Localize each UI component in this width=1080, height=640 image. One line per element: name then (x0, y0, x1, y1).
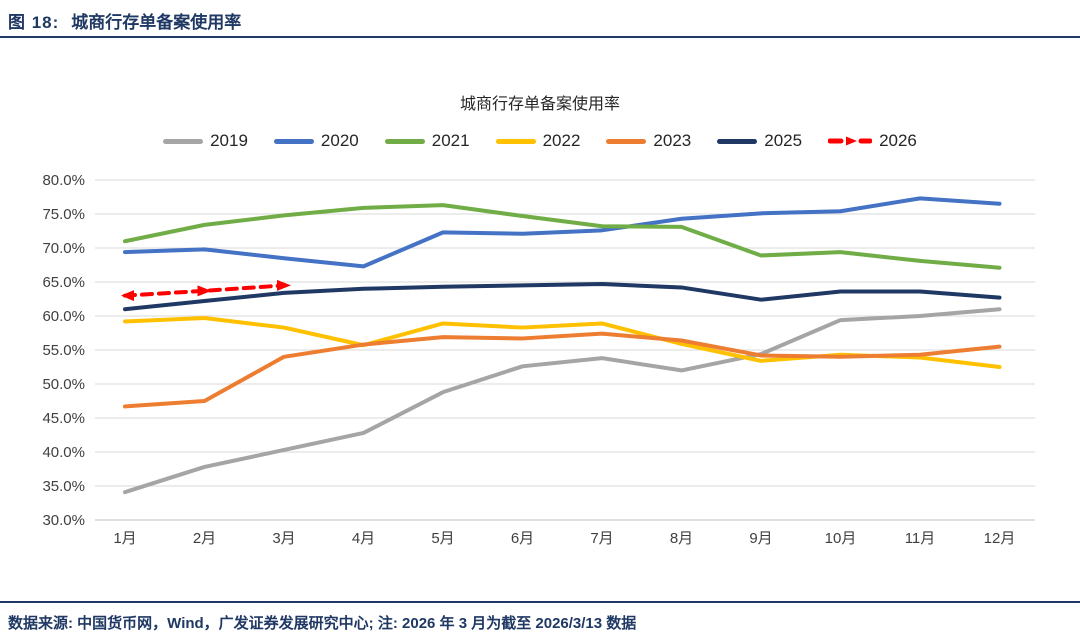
x-axis-tick: 11月 (905, 530, 936, 547)
x-axis-tick: 6月 (511, 530, 534, 547)
legend-swatch-dashed (828, 136, 873, 146)
y-axis-tick: 50.0% (42, 376, 85, 393)
legend-swatch (163, 138, 204, 144)
arrow-marker (197, 285, 212, 297)
y-axis-tick: 65.0% (42, 274, 85, 291)
chart-legend: 2019 2020 2021 2022 2023 2025 2026 (0, 131, 1080, 151)
legend-swatch (384, 138, 425, 144)
legend-swatch (273, 138, 314, 144)
legend-swatch (606, 138, 647, 144)
footer-divider (0, 601, 1080, 603)
legend-item-2019: 2019 (163, 131, 248, 151)
x-axis-tick: 3月 (272, 530, 295, 547)
y-axis-tick: 40.0% (42, 444, 85, 461)
x-axis-tick: 2月 (193, 530, 216, 547)
line-chart: 80.0% 75.0% 70.0% 65.0% 60.0% 55.0% 50.0% 45.0%… (42, 172, 1035, 547)
legend-item-2025: 2025 (717, 131, 802, 151)
x-axis-tick: 7月 (590, 530, 613, 547)
legend-label: 2022 (542, 131, 581, 150)
chart-title: 城商行存单备案使用率 (459, 96, 620, 113)
legend-label: 2021 (431, 131, 470, 150)
y-axis-tick: 35.0% (42, 478, 85, 495)
x-axis-tick: 10月 (825, 530, 857, 547)
y-axis-tick: 75.0% (42, 206, 85, 223)
figure-number: 图 18: (8, 13, 60, 32)
y-axis-tick: 55.0% (42, 342, 85, 359)
x-axis-tick: 5月 (431, 530, 454, 547)
y-axis-tick: 30.0% (42, 512, 85, 529)
figure-heading: 城商行存单备案使用率 (71, 13, 242, 32)
arrow-marker (121, 290, 134, 302)
y-axis-tick: 60.0% (42, 308, 85, 325)
figure-header: 图 18: 城商行存单备案使用率 (8, 8, 241, 33)
series-line-2023 (123, 331, 1002, 409)
series-line-2021 (123, 203, 1002, 270)
x-axis-tick: 12月 (984, 530, 1016, 547)
legend-item-2023: 2023 (606, 131, 691, 151)
y-axis-tick: 80.0% (42, 172, 85, 189)
x-axis-tick: 9月 (749, 530, 772, 547)
legend-swatch (495, 138, 536, 144)
legend-swatch (717, 138, 758, 144)
x-axis-tick: 8月 (670, 530, 693, 547)
legend-item-2026: 2026 (828, 131, 917, 151)
header-divider (0, 36, 1080, 38)
legend-label: 2025 (764, 131, 803, 150)
arrow-marker (277, 279, 291, 291)
series-line-2020 (123, 196, 1002, 269)
y-axis-tick: 70.0% (42, 240, 85, 257)
source-note: 数据来源: 中国货币网，Wind，广发证券发展研究中心; 注: 2026 年 3… (8, 615, 637, 632)
y-axis-tick: 45.0% (42, 410, 85, 427)
x-axis-tick: 1月 (113, 530, 136, 547)
legend-label: 2026 (879, 131, 917, 150)
series-line-2022 (123, 316, 1002, 369)
legend-label: 2019 (210, 131, 248, 150)
x-axis-tick: 4月 (352, 530, 375, 547)
legend-label: 2020 (320, 131, 359, 150)
series-line-2025 (123, 282, 1002, 312)
legend-label: 2023 (653, 131, 692, 150)
series-line-2019 (123, 307, 1002, 495)
legend-item-2021: 2021 (384, 131, 470, 151)
legend-item-2022: 2022 (495, 131, 581, 151)
legend-item-2020: 2020 (273, 131, 359, 151)
